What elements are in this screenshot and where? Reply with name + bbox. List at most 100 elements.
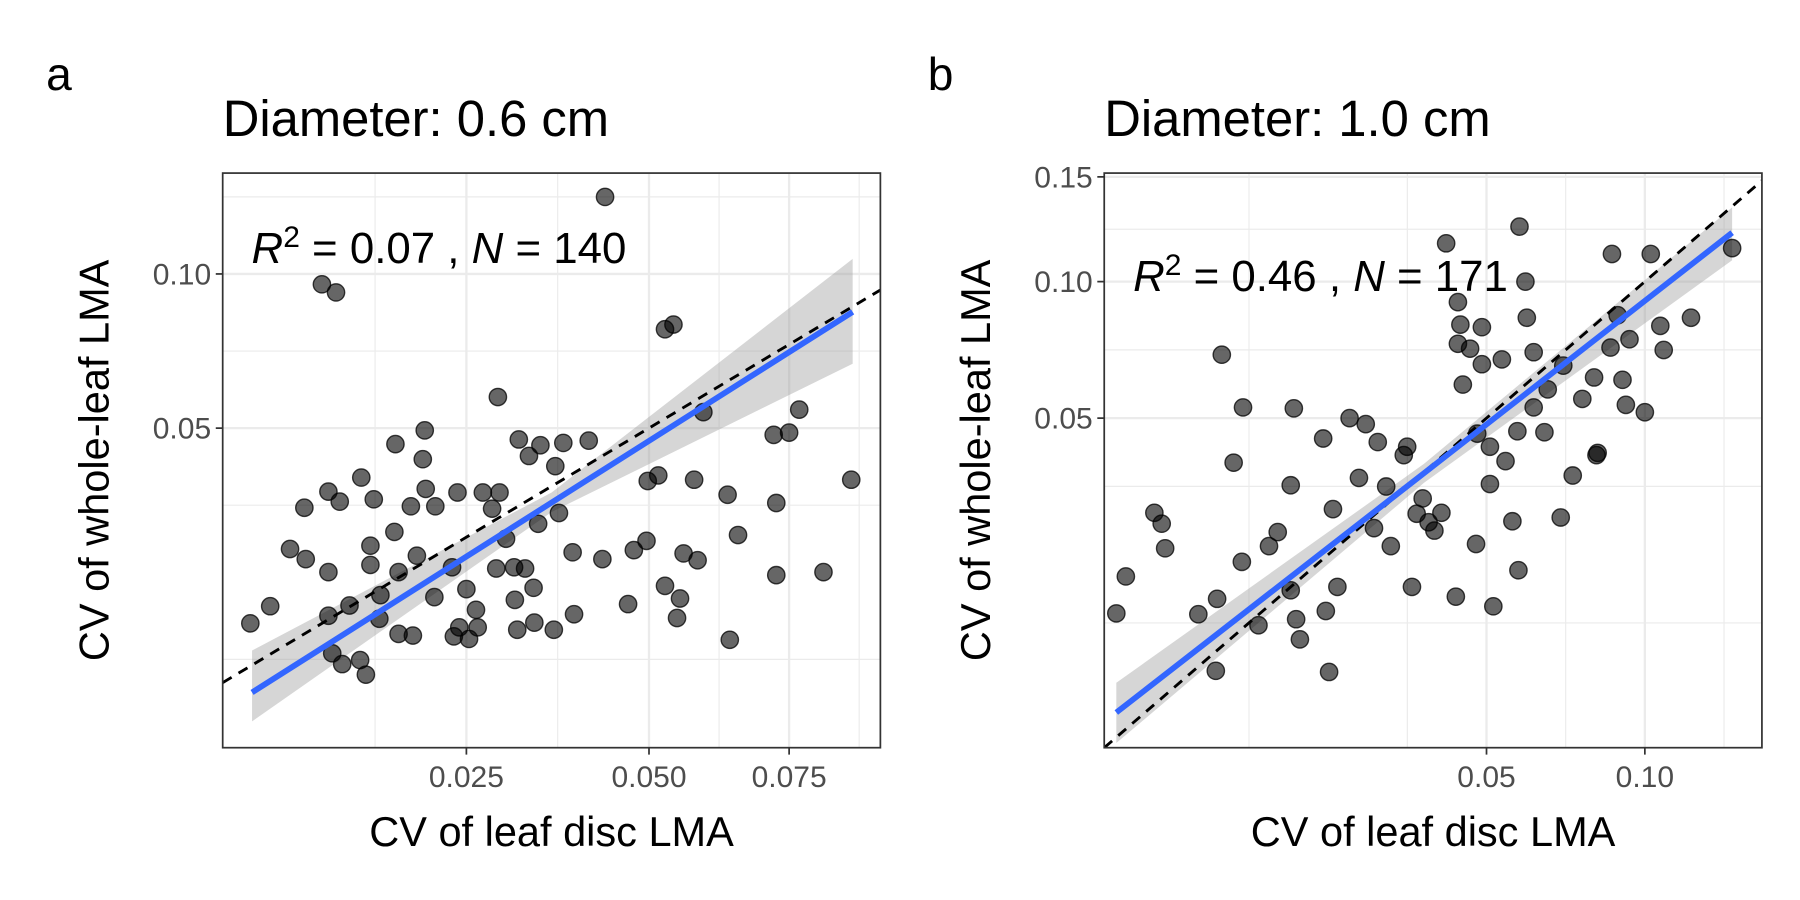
point [1207,589,1227,609]
point [1453,375,1473,394]
point [340,596,359,615]
point [1563,466,1583,485]
y-axis-title: CV of whole-leaf LMA [70,259,117,661]
point [1448,292,1468,312]
panel-border [221,172,882,749]
point [486,559,506,578]
point [1650,316,1670,336]
point [515,559,535,578]
point [473,483,493,502]
point [280,539,300,559]
point [655,576,675,596]
y-tick-label: 0.05 [153,413,211,446]
point [1538,380,1558,399]
data-layer [1104,179,1762,748]
point [718,485,737,505]
annotation-part: R [1133,252,1165,301]
point [1641,244,1661,264]
point [1224,453,1243,473]
point [667,608,687,628]
point [1584,368,1604,387]
point [720,630,740,650]
point [385,522,404,542]
point [1376,477,1396,496]
point [1613,370,1632,390]
point [684,470,704,490]
annotation: R2 = 0.46 , N = 171 [1133,248,1508,300]
point [407,546,427,566]
point [664,315,683,334]
point [1681,308,1701,328]
point [1517,308,1537,328]
point [1483,596,1503,616]
y-tick-label: 0.15 [1034,161,1092,194]
point [1503,511,1522,531]
point [295,498,314,518]
point [1233,398,1253,417]
x-tick-label: 0.075 [752,761,827,794]
point [1588,443,1607,463]
point [1116,567,1136,586]
point [386,434,405,454]
point [766,565,786,585]
point [425,496,445,516]
point [332,654,352,674]
point [1188,604,1208,624]
point [638,471,658,491]
point [389,562,408,582]
point [488,387,508,407]
point [549,503,569,523]
point [296,549,316,569]
point [425,587,444,607]
point [1249,615,1268,635]
point [779,423,799,442]
x-tick-label: 0.10 [1616,761,1674,794]
point [1356,414,1376,434]
point [468,617,488,637]
y-axis-title: CV of whole-leaf LMA [952,259,999,661]
point [1402,577,1422,597]
point [1472,354,1492,374]
panel: 0.05 0.10 0.05 0.10 0.15 R2 = 0.46 , N = 171 b… [928,48,1763,855]
point [764,425,784,445]
point [1328,577,1347,597]
point [637,531,656,551]
point [330,492,350,511]
point [1616,395,1636,415]
panel: 0.025 0.050 0.075 0.05 0.10 R2 = 0.07 , N = 1… [46,48,882,855]
point [1286,609,1306,629]
point [490,483,509,502]
annotation: R2 = 0.07 , N = 140 [252,221,627,274]
point [524,578,543,598]
point [1460,339,1480,359]
trend-line [250,309,855,695]
point [1313,429,1333,448]
y-tick-label: 0.05 [1034,403,1092,436]
point [1397,437,1417,457]
point [350,650,370,670]
point [507,620,527,640]
point [1381,536,1401,556]
point [1206,661,1226,681]
annotation-part: N [1353,252,1385,301]
point [728,525,748,545]
point [1281,475,1301,495]
point [1496,451,1515,471]
x-axis-title: CV of leaf disc LMA [1251,808,1616,855]
point [260,596,280,616]
point [1446,587,1466,607]
point [371,585,390,605]
point [1601,338,1620,357]
x-tick-label: 0.05 [1457,761,1515,794]
point [509,430,529,449]
point [361,536,380,556]
point [1654,340,1674,360]
point [448,483,467,502]
point [1551,508,1571,527]
point [1451,315,1470,334]
point [1509,560,1528,580]
point [401,496,421,516]
point [1413,489,1433,508]
